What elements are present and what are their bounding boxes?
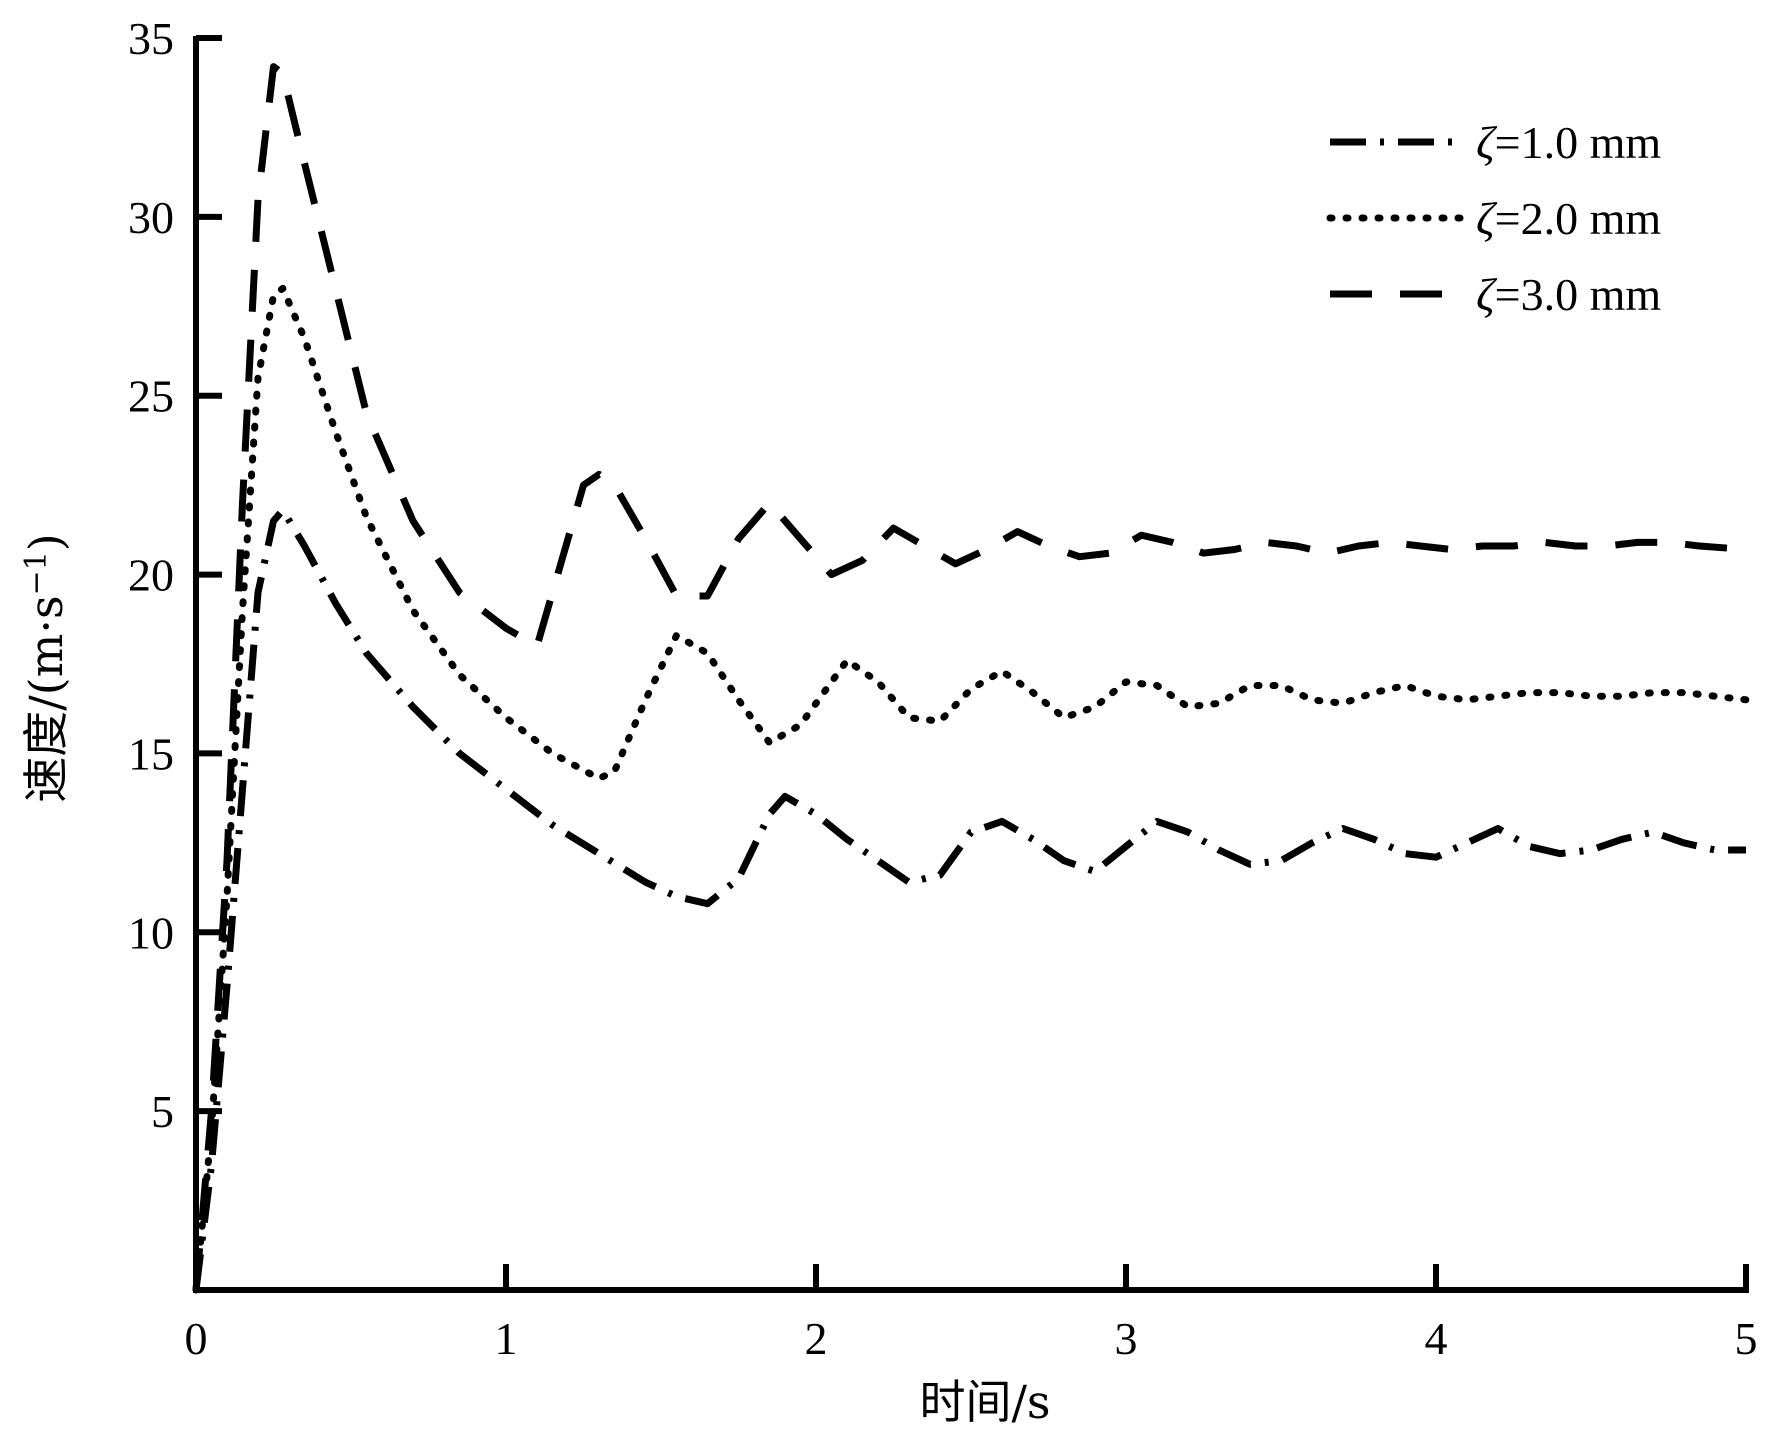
- x-tick-label: 2: [805, 1313, 828, 1364]
- series-line-1: [192, 506, 1746, 1291]
- series-line-3: [192, 63, 1747, 1291]
- series-layer: [192, 63, 1750, 1294]
- legend-item-3: ζ=3.0 mm: [1330, 269, 1661, 320]
- y-tick-label: 35: [128, 13, 174, 64]
- legend-label: ζ=2.0 mm: [1476, 193, 1661, 244]
- axes-layer: [193, 36, 1749, 1293]
- y-tick-label: 15: [128, 728, 174, 779]
- x-tick-label: 3: [1115, 1313, 1138, 1364]
- y-tick-label: 20: [128, 550, 174, 601]
- y-axis-title: 速度/(m·s−1): [19, 533, 73, 802]
- legend: ζ=1.0 mm ζ=2.0 mm ζ=3.0 mm: [1326, 117, 1661, 320]
- x-tick-label: 4: [1425, 1313, 1448, 1364]
- y-tick-label: 30: [128, 192, 174, 243]
- y-tick-label: 25: [128, 371, 174, 422]
- legend-label: ζ=1.0 mm: [1476, 117, 1661, 168]
- y-axis-title-main: 速度/(m·s: [19, 595, 73, 802]
- legend-label: ζ=3.0 mm: [1476, 269, 1661, 320]
- y-axis-title-sup: −1: [19, 551, 54, 595]
- legend-item-1: ζ=1.0 mm: [1330, 117, 1661, 168]
- x-tick-label: 0: [185, 1313, 208, 1364]
- x-tick-label: 1: [495, 1313, 518, 1364]
- legend-item-2: ζ=2.0 mm: [1326, 193, 1661, 244]
- ticks-layer: 0 1 2 3 4 5 5 10 15 20 25 30 35: [128, 13, 1758, 1364]
- x-axis-title: 时间/s: [919, 1375, 1050, 1429]
- y-tick-label: 5: [151, 1086, 174, 1137]
- x-tick-label: 5: [1735, 1313, 1758, 1364]
- series-line-2: [192, 284, 1750, 1294]
- y-axis-title-close: ): [19, 533, 73, 551]
- y-tick-label: 10: [128, 907, 174, 958]
